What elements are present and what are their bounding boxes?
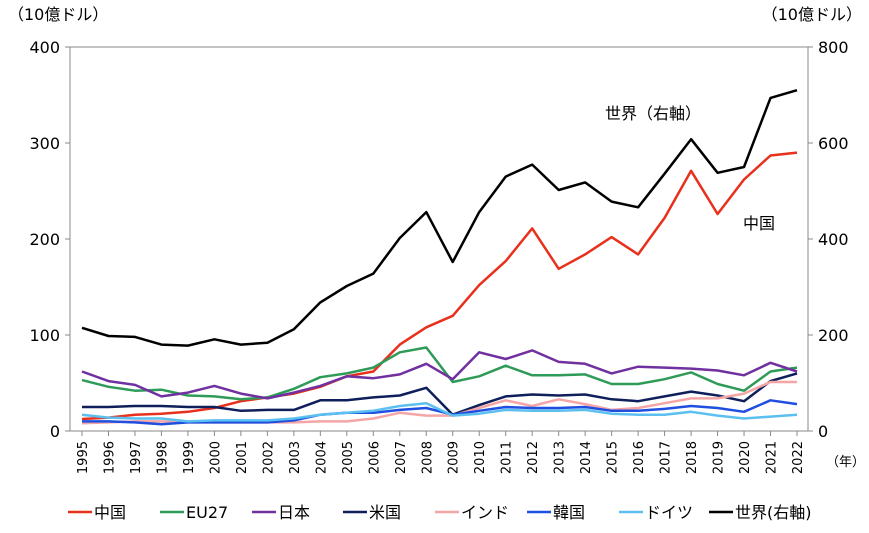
x-tick-label: 2007 — [394, 441, 409, 474]
x-tick-label: 1998 — [155, 441, 170, 474]
legend-label: インド — [461, 503, 509, 522]
annotation: 世界（右軸） — [605, 104, 701, 123]
x-unit: （年） — [826, 455, 865, 470]
legend-label: 韓国 — [553, 503, 585, 522]
x-tick-label: 1999 — [182, 441, 197, 474]
y-axis-label: （10億ドル） — [8, 5, 108, 24]
x-tick-label: 1997 — [129, 441, 144, 474]
legend-label: EU27 — [186, 503, 228, 522]
x-tick-label: 2000 — [208, 441, 223, 474]
series-line — [81, 401, 798, 423]
legend-label: 米国 — [369, 503, 401, 522]
y-tick-label: 200 — [29, 230, 60, 249]
y-tick-label: 300 — [29, 134, 60, 153]
legend-label: 日本 — [278, 503, 310, 522]
series-line — [81, 349, 798, 400]
y-tick-label: 100 — [29, 326, 60, 345]
y2-tick-label: 200 — [818, 326, 849, 345]
x-tick-label: 2021 — [765, 441, 780, 474]
x-tick-label: 2001 — [235, 441, 250, 474]
x-tick-label: 2005 — [341, 441, 356, 474]
x-tick-label: 2014 — [579, 441, 594, 474]
y2-axis-label: （10億ドル） — [762, 5, 862, 24]
x-tick-label: 2008 — [420, 441, 435, 474]
x-tick-label: 2002 — [261, 441, 276, 474]
legend-label: 世界(右軸) — [735, 503, 812, 522]
legend-label: ドイツ — [645, 503, 693, 522]
y2-tick-label: 600 — [818, 134, 849, 153]
x-tick-label: 2013 — [553, 441, 568, 474]
x-tick-label: 2020 — [738, 441, 753, 474]
series-line — [82, 372, 798, 416]
x-tick-label: 2017 — [659, 441, 674, 474]
x-tick-label: 2022 — [791, 441, 806, 474]
annotation: 中国 — [743, 214, 775, 233]
x-tick-label: 2009 — [447, 441, 462, 474]
x-tick-label: 1996 — [102, 441, 117, 474]
series-line — [81, 151, 798, 421]
y2-tick-label: 400 — [818, 230, 849, 249]
x-tick-label: 2012 — [526, 441, 541, 474]
x-tick-label: 2015 — [606, 441, 621, 474]
x-tick-label: 2016 — [632, 441, 647, 474]
y2-tick-label: 0 — [818, 422, 828, 441]
x-tick-label: 2003 — [288, 441, 303, 474]
x-tick-label: 2011 — [500, 441, 515, 474]
y2-tick-label: 800 — [818, 38, 849, 57]
y-tick-label: 400 — [29, 38, 60, 57]
series-line — [81, 346, 798, 401]
series-line — [81, 88, 798, 347]
x-tick-label: 2006 — [367, 441, 382, 474]
x-tick-label: 2004 — [314, 441, 329, 474]
y-tick-label: 0 — [50, 422, 60, 441]
x-tick-label: 2010 — [473, 441, 488, 474]
x-tick-label: 2018 — [685, 441, 700, 474]
legend-label: 中国 — [94, 503, 126, 522]
x-tick-label: 2019 — [712, 441, 727, 474]
series-line — [82, 399, 798, 426]
x-tick-label: 1995 — [76, 441, 91, 474]
